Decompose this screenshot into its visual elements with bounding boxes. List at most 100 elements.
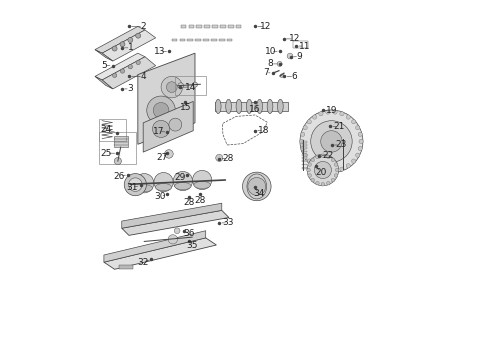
Circle shape — [167, 82, 177, 93]
Circle shape — [303, 153, 307, 157]
Circle shape — [351, 120, 356, 124]
Text: 28: 28 — [222, 154, 234, 163]
Bar — [174, 76, 206, 95]
Circle shape — [321, 131, 342, 152]
Ellipse shape — [257, 99, 263, 113]
Circle shape — [287, 53, 293, 59]
Text: 33: 33 — [222, 219, 234, 228]
Ellipse shape — [215, 99, 221, 113]
Circle shape — [121, 69, 124, 73]
Circle shape — [335, 168, 339, 172]
Circle shape — [300, 147, 305, 150]
Circle shape — [346, 164, 350, 168]
Text: 29: 29 — [174, 173, 186, 182]
Circle shape — [280, 74, 284, 77]
Ellipse shape — [194, 181, 210, 189]
Circle shape — [136, 33, 141, 38]
Circle shape — [356, 126, 360, 130]
Text: 35: 35 — [187, 240, 198, 249]
Polygon shape — [104, 238, 217, 269]
Bar — [212, 25, 218, 28]
Circle shape — [114, 157, 122, 165]
Circle shape — [135, 174, 154, 193]
Polygon shape — [95, 53, 145, 80]
Circle shape — [307, 159, 312, 163]
Circle shape — [331, 178, 335, 182]
Circle shape — [178, 83, 184, 89]
Circle shape — [358, 147, 363, 150]
Circle shape — [168, 235, 177, 244]
Circle shape — [300, 132, 305, 136]
Circle shape — [307, 154, 339, 186]
Circle shape — [334, 163, 338, 166]
Circle shape — [326, 155, 330, 159]
Text: 13: 13 — [154, 47, 166, 56]
Bar — [302, 148, 307, 149]
Circle shape — [277, 62, 282, 66]
Circle shape — [316, 155, 319, 159]
Circle shape — [216, 154, 223, 161]
Bar — [220, 25, 226, 28]
Text: 19: 19 — [326, 106, 338, 115]
Text: 12: 12 — [260, 22, 271, 31]
Text: 21: 21 — [333, 122, 344, 131]
Circle shape — [307, 168, 310, 172]
Polygon shape — [143, 102, 193, 152]
Polygon shape — [102, 57, 156, 89]
Bar — [228, 25, 234, 28]
Circle shape — [136, 60, 140, 64]
Circle shape — [154, 172, 173, 192]
Circle shape — [128, 178, 142, 192]
Circle shape — [147, 96, 175, 125]
Bar — [181, 25, 186, 28]
Text: 24: 24 — [101, 126, 112, 135]
Circle shape — [311, 158, 315, 162]
Bar — [302, 154, 307, 156]
Circle shape — [152, 120, 170, 138]
Bar — [98, 118, 126, 141]
Ellipse shape — [277, 99, 283, 113]
Circle shape — [333, 169, 337, 173]
Bar — [302, 157, 307, 159]
Bar — [196, 25, 202, 28]
Circle shape — [173, 171, 193, 191]
Circle shape — [307, 120, 312, 124]
Circle shape — [308, 163, 312, 166]
Bar — [172, 39, 177, 41]
Text: 16: 16 — [249, 105, 261, 114]
Text: 2: 2 — [140, 22, 146, 31]
Bar — [302, 151, 307, 153]
Bar — [189, 25, 194, 28]
Circle shape — [311, 121, 352, 162]
Circle shape — [314, 161, 331, 179]
Circle shape — [300, 110, 363, 173]
Circle shape — [311, 178, 315, 182]
Circle shape — [346, 115, 350, 119]
Circle shape — [334, 174, 338, 177]
Bar — [215, 102, 288, 111]
Bar — [236, 25, 242, 28]
Text: 15: 15 — [180, 103, 191, 112]
Text: 8: 8 — [268, 59, 273, 68]
Circle shape — [128, 64, 132, 69]
Bar — [119, 265, 133, 269]
Circle shape — [333, 110, 337, 114]
Circle shape — [359, 139, 363, 144]
Circle shape — [308, 174, 312, 177]
Circle shape — [326, 169, 330, 173]
Bar — [196, 39, 201, 41]
Text: 22: 22 — [322, 151, 334, 160]
Circle shape — [174, 228, 180, 234]
Circle shape — [313, 115, 317, 119]
Bar — [204, 25, 210, 28]
Circle shape — [316, 181, 319, 185]
Text: 14: 14 — [185, 83, 196, 92]
Text: 20: 20 — [316, 168, 327, 177]
Bar — [203, 39, 209, 41]
Circle shape — [112, 46, 117, 51]
Circle shape — [193, 170, 212, 190]
Ellipse shape — [174, 183, 191, 190]
Polygon shape — [95, 76, 113, 89]
Circle shape — [321, 183, 325, 186]
Bar — [219, 39, 224, 41]
